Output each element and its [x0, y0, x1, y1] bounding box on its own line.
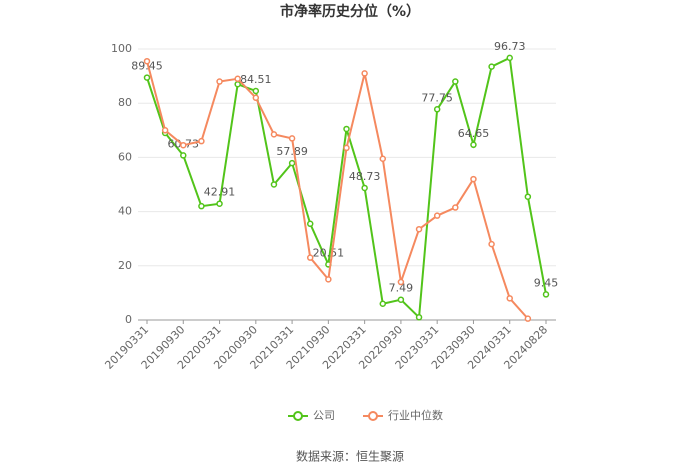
point	[343, 144, 350, 152]
y-tick-label: 60	[118, 150, 132, 163]
point	[433, 106, 441, 113]
value-label: 89.45	[131, 60, 163, 73]
legend-label: 行业中位数	[388, 408, 443, 422]
legend-marker	[368, 411, 378, 421]
point	[143, 74, 151, 81]
value-label: 48.73	[349, 170, 381, 183]
point	[470, 141, 477, 149]
series-line	[146, 60, 529, 320]
point	[488, 240, 495, 248]
point	[325, 276, 332, 283]
point	[397, 296, 405, 303]
point	[270, 131, 278, 138]
y-tick-label: 100	[111, 42, 132, 55]
value-label: 20.51	[313, 246, 345, 259]
point	[415, 225, 423, 233]
point	[524, 193, 532, 200]
point	[306, 254, 314, 261]
point	[506, 295, 513, 302]
point	[306, 220, 314, 228]
value-label: 96.73	[494, 40, 526, 53]
point	[180, 141, 187, 149]
source: 数据来源：恒生聚源	[296, 449, 404, 464]
y-tick-label: 80	[118, 96, 132, 109]
point	[143, 57, 151, 65]
legend-marker	[293, 411, 303, 421]
point	[198, 137, 205, 145]
point	[361, 184, 368, 192]
value-label: 84.51	[240, 73, 272, 86]
point	[343, 125, 350, 133]
point	[180, 152, 187, 159]
point	[488, 63, 495, 70]
point	[415, 314, 423, 321]
point	[252, 94, 260, 102]
point	[452, 204, 459, 211]
value-label: 7.49	[389, 282, 414, 295]
value-label: 42.91	[204, 186, 236, 199]
point	[198, 202, 205, 210]
legend-label: 公司	[313, 409, 335, 422]
point	[506, 54, 513, 62]
point	[470, 175, 477, 183]
point	[234, 75, 241, 83]
point	[216, 78, 223, 85]
point	[524, 315, 532, 322]
point	[379, 155, 387, 163]
point	[252, 87, 260, 95]
y-tick-label: 20	[118, 259, 132, 272]
point	[433, 212, 441, 219]
point	[288, 135, 296, 142]
value-label: 57.89	[276, 145, 308, 158]
value-label: 9.45	[534, 276, 559, 289]
point	[542, 291, 550, 298]
point	[288, 159, 296, 167]
value-label: 64.65	[458, 127, 490, 140]
point	[161, 127, 169, 134]
point	[216, 200, 223, 207]
chart-title: 市净率历史分位（%）	[280, 3, 420, 20]
value-label: 77.75	[421, 91, 453, 104]
point	[379, 300, 387, 307]
y-tick-label: 40	[118, 205, 132, 218]
point	[452, 78, 459, 85]
point	[270, 181, 278, 188]
y-tick-label: 0	[125, 313, 132, 326]
point	[361, 70, 368, 77]
point	[397, 278, 405, 286]
